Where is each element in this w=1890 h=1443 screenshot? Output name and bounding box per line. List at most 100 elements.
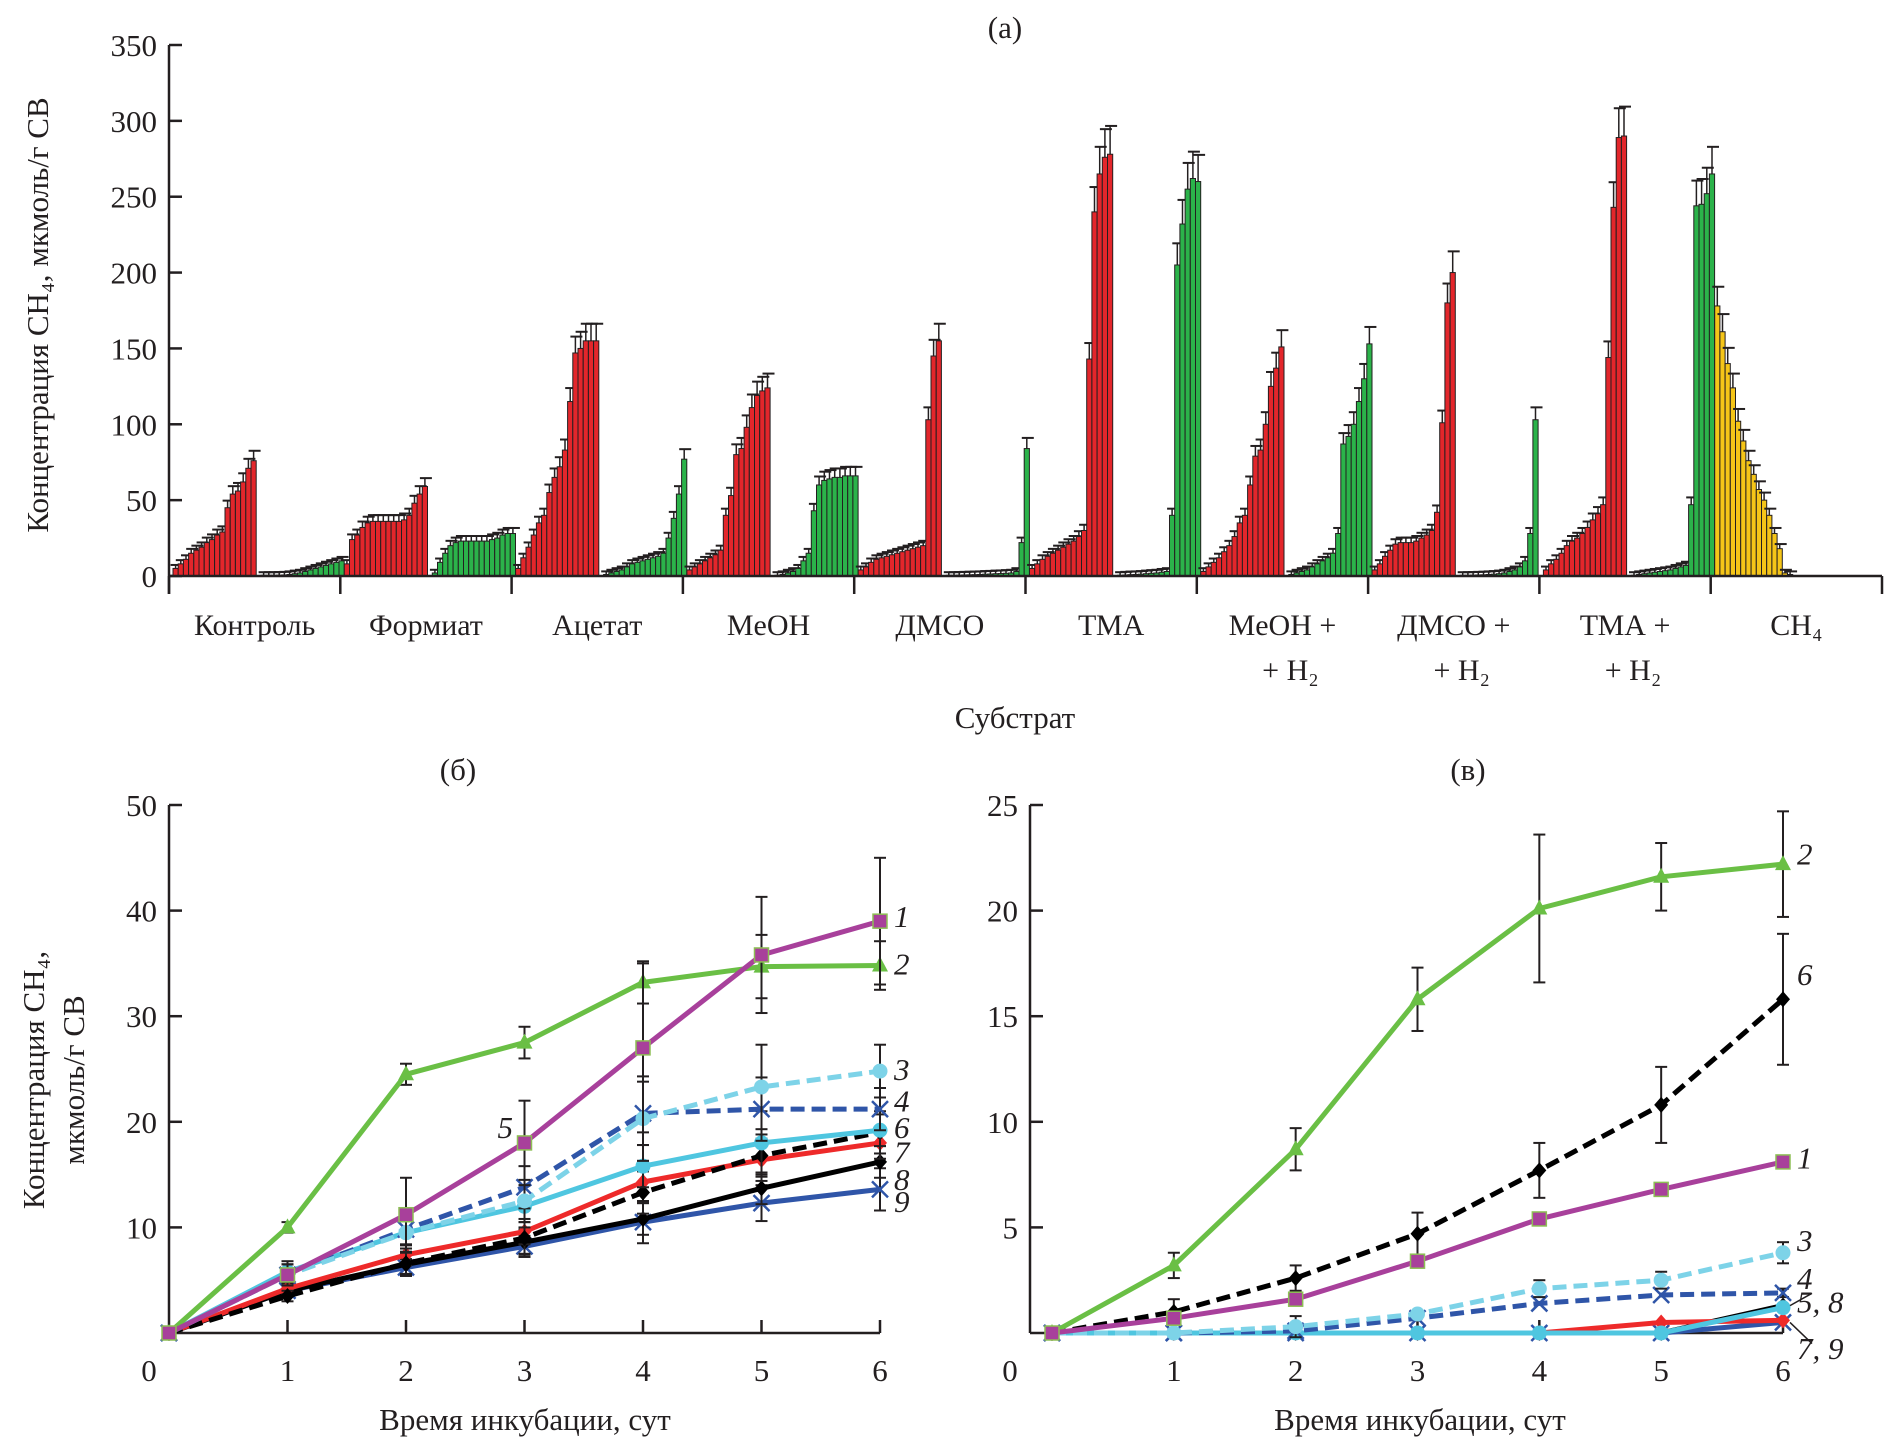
bar-red xyxy=(1584,526,1591,577)
bar-red xyxy=(733,454,740,577)
bar-red xyxy=(862,566,870,577)
series-end-label: 1 xyxy=(894,899,910,934)
bar-green xyxy=(504,533,511,577)
x-tick-label: 3 xyxy=(1410,1353,1426,1388)
bar-red xyxy=(406,514,413,577)
bar-red xyxy=(208,539,216,577)
bar-green xyxy=(852,475,859,577)
series-1 xyxy=(1044,1154,1791,1341)
data-point xyxy=(1165,1256,1182,1272)
bar-green xyxy=(629,563,636,577)
panel-b-xlabel: Время инкубации, сут xyxy=(379,1402,671,1437)
bar-green xyxy=(1314,563,1321,577)
bar-green xyxy=(1688,504,1695,577)
bar-red xyxy=(1096,173,1103,577)
bar-red xyxy=(1278,346,1285,577)
data-point xyxy=(635,1040,651,1056)
bar-green xyxy=(333,561,340,577)
x-tick-label: 5 xyxy=(754,1353,770,1388)
bar-red xyxy=(354,534,361,577)
series-end-label: 5, 8 xyxy=(1797,1284,1844,1319)
bar-red xyxy=(1262,423,1269,577)
data-point xyxy=(1531,1281,1547,1297)
bar-red xyxy=(1408,542,1415,577)
bar-green xyxy=(338,560,345,577)
bar-yellow xyxy=(1740,440,1747,577)
data-point xyxy=(1288,1270,1303,1287)
bar-red xyxy=(909,548,916,577)
bar-red xyxy=(214,534,221,577)
category-label-line2: + H₂ xyxy=(1433,654,1490,687)
bar-yellow xyxy=(1724,363,1731,577)
data-point xyxy=(871,1100,889,1119)
bar-green xyxy=(1355,401,1363,577)
bar-red xyxy=(203,542,210,577)
bar-red xyxy=(1449,272,1456,577)
x-tick-label: 1 xyxy=(1166,1353,1182,1388)
bar-red xyxy=(1605,357,1612,577)
data-point xyxy=(279,1267,296,1283)
bar-green xyxy=(463,540,470,577)
series-end-label: 2 xyxy=(1797,837,1813,872)
bar-red xyxy=(904,549,911,577)
bar-green xyxy=(489,539,496,577)
x-tick-label: 4 xyxy=(1532,1353,1548,1388)
y-tick-label: 25 xyxy=(987,788,1018,823)
bar-red xyxy=(894,552,901,577)
data-point xyxy=(636,1184,650,1201)
x-tick-label: 2 xyxy=(398,1353,414,1388)
bar-red xyxy=(177,563,184,577)
y-tick-label: 5 xyxy=(1003,1210,1019,1245)
bar-red xyxy=(1273,367,1280,577)
bar-green xyxy=(821,479,828,577)
category-label: Ацетат xyxy=(552,609,642,642)
bar-red xyxy=(759,390,766,577)
series-end-label: 2 xyxy=(894,946,910,981)
bar-red xyxy=(764,387,771,577)
x-tick-label: 4 xyxy=(635,1353,651,1388)
bar-red xyxy=(188,552,195,577)
panel-c-xlabel: Время инкубации, сут xyxy=(1274,1402,1566,1437)
bar-yellow xyxy=(1750,473,1757,577)
bar-red xyxy=(551,476,558,577)
y-tick-label: 50 xyxy=(126,788,157,823)
bar-green xyxy=(681,458,688,577)
category-label: ТМА + xyxy=(1580,609,1671,642)
bar-red xyxy=(1413,540,1420,577)
bar-red xyxy=(1044,555,1051,577)
bar-red xyxy=(1107,153,1114,577)
bar-red xyxy=(1553,558,1560,577)
bar-red xyxy=(572,352,579,577)
bar-green xyxy=(842,475,849,577)
bar-green xyxy=(665,537,672,577)
bar-red xyxy=(1060,546,1067,577)
bar-green xyxy=(317,566,324,577)
bar-red xyxy=(1402,542,1410,577)
bar-red xyxy=(530,534,537,577)
data-point xyxy=(1776,991,1790,1008)
x-tick-label: 2 xyxy=(1288,1353,1304,1388)
bar-green xyxy=(1335,533,1342,577)
bar-red xyxy=(1257,449,1264,577)
bar-red xyxy=(914,546,922,577)
y-tick-label: 350 xyxy=(111,28,158,63)
bar-red xyxy=(198,546,205,577)
bar-green xyxy=(1184,188,1191,577)
bar-red xyxy=(1439,422,1446,577)
bar-red xyxy=(1568,540,1576,577)
data-point xyxy=(872,1063,888,1079)
bar-red xyxy=(520,557,527,577)
y-tick-label: 50 xyxy=(126,483,157,518)
bar-red xyxy=(1387,549,1394,577)
bar-yellow xyxy=(1755,489,1763,577)
category-label: ДМСО + xyxy=(1397,609,1510,642)
bar-red xyxy=(1086,358,1093,577)
bar-red xyxy=(1101,156,1109,577)
bar-red xyxy=(401,519,408,577)
series-end-label: 6 xyxy=(894,1110,910,1145)
data-point xyxy=(398,1206,414,1223)
data-point xyxy=(1166,1325,1182,1341)
bar-green xyxy=(1703,193,1710,577)
series-end-label: 4 xyxy=(1797,1261,1813,1296)
data-point xyxy=(161,1325,177,1341)
